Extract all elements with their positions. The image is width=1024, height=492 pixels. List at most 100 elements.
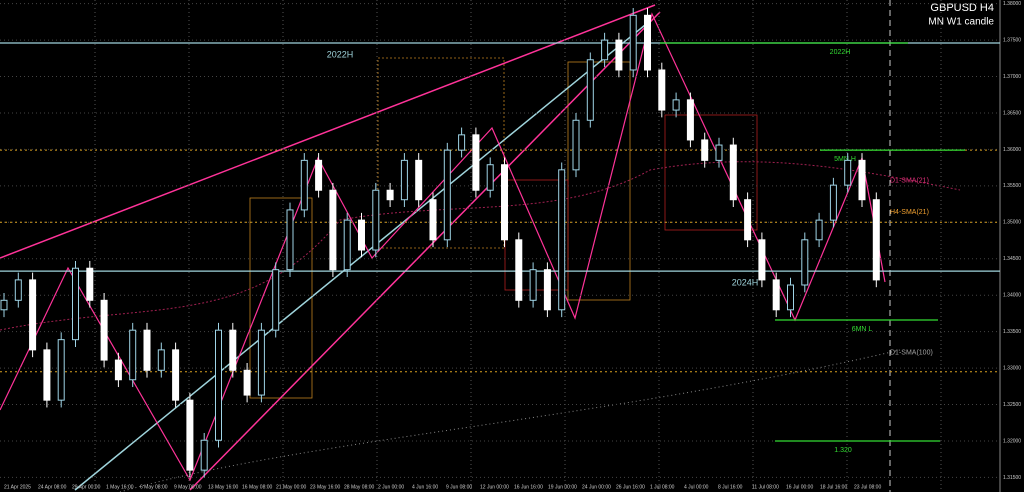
candle-body (772, 279, 780, 311)
candle-body (858, 159, 866, 201)
candle-body (114, 359, 122, 381)
candle-body (0, 299, 8, 311)
x-tick-label: 6 May 08:00 (140, 484, 168, 490)
candle-body (215, 329, 222, 441)
sma-curve (0, 161, 961, 331)
candle-body (486, 164, 494, 191)
x-tick-label: 24 Jun 00:00 (582, 484, 611, 490)
candle-body (801, 239, 809, 286)
level-label: 6MN L (852, 326, 873, 333)
candle-body (400, 159, 408, 201)
candle-body (601, 39, 609, 61)
candle-body (286, 209, 294, 271)
candle-body (529, 269, 537, 301)
indicator-label: H4-SMA(21) (890, 209, 929, 216)
x-tick-label: 28 May 08:00 (344, 484, 375, 490)
candle-body (372, 189, 380, 251)
x-tick-label: 23 Jul 08:00 (854, 484, 881, 490)
candle-body (229, 329, 237, 371)
x-tick-label: 16 Jul 00:00 (786, 484, 813, 490)
level-label: 1.320 (834, 447, 852, 454)
x-tick-label: 9 May 00:00 (174, 484, 202, 490)
level-label: 2022H (830, 49, 851, 56)
candle-body (501, 164, 508, 241)
candle-body (701, 139, 709, 161)
indicator-label: D1-SMA(21) (890, 178, 929, 185)
x-tick-label: 21 Apr 2025 (4, 484, 31, 490)
y-tick-label: 1.32000 (1003, 438, 1021, 444)
candle-body (729, 144, 737, 201)
candle-body (686, 99, 694, 141)
x-tick-label: 16 Jun 16:00 (514, 484, 543, 490)
candle-body (100, 299, 108, 361)
candle-body (787, 284, 794, 311)
chart-title: GBPUSD H4 (930, 2, 994, 14)
y-tick-label: 1.38000 (1003, 1, 1021, 7)
range-box (664, 114, 758, 231)
candle-body (815, 219, 823, 241)
candle-body (429, 199, 437, 241)
chart-subtitle: MN W1 candle (928, 17, 994, 28)
candle-body (257, 329, 265, 396)
candle-body (358, 219, 365, 251)
trendline (0, 4, 656, 259)
candle-body (129, 329, 137, 381)
x-tick-label: 24 Apr 08:00 (38, 484, 67, 490)
candle-body (586, 59, 594, 121)
candle-body (629, 14, 637, 71)
candle-body (829, 184, 837, 221)
y-tick-label: 1.31500 (1003, 475, 1021, 481)
y-tick-label: 1.34000 (1003, 293, 1021, 299)
y-tick-label: 1.37500 (1003, 37, 1021, 43)
trendline (189, 11, 661, 491)
candle-body (72, 267, 79, 341)
candle-body (658, 69, 666, 111)
candle-body (672, 99, 680, 111)
x-tick-label: 4 Jul 00:00 (684, 484, 709, 490)
candle-body (872, 199, 880, 281)
trendline (74, 24, 646, 491)
candle-body (572, 119, 580, 171)
candle-body (29, 279, 37, 351)
x-tick-label: 2 Jun 00:00 (378, 484, 404, 490)
x-tick-label: 8 Jul 16:00 (718, 484, 743, 490)
candle-body (543, 269, 551, 311)
y-tick-label: 1.36000 (1003, 147, 1021, 153)
candle-body (157, 349, 165, 371)
x-tick-label: 12 Jun 00:00 (480, 484, 509, 490)
candle-body (43, 349, 51, 401)
candle-body (315, 159, 323, 191)
candle-body (329, 189, 337, 271)
candle-body (615, 39, 623, 71)
x-tick-label: 1 Jul 08:00 (650, 484, 675, 490)
candle-body (744, 199, 752, 241)
x-tick-label: 1 May 16:00 (106, 484, 134, 490)
zigzag (0, 12, 886, 482)
range-box (567, 61, 631, 301)
x-tick-label: 26 Jun 16:00 (616, 484, 645, 490)
candle-body (844, 159, 852, 186)
candle-body (415, 159, 423, 201)
candle-body (243, 369, 251, 396)
level-label: 5MN H (834, 156, 856, 163)
y-tick-label: 1.33500 (1003, 329, 1021, 335)
x-tick-label: 16 May 08:00 (242, 484, 273, 490)
x-tick-label: 29 Apr 00:00 (72, 484, 101, 490)
candle-body (443, 149, 451, 241)
candle-body (14, 279, 22, 301)
y-tick-label: 1.34500 (1003, 256, 1021, 262)
x-tick-label: 11 Jul 08:00 (752, 484, 779, 490)
y-tick-label: 1.32500 (1003, 402, 1021, 408)
y-tick-label: 1.35500 (1003, 183, 1021, 189)
candle-body (644, 14, 651, 71)
candle-body (300, 159, 308, 211)
y-tick-label: 1.33000 (1003, 365, 1021, 371)
range-box (377, 57, 505, 249)
y-tick-label: 1.35000 (1003, 220, 1021, 226)
candle-body (515, 239, 523, 301)
candle-body (172, 349, 180, 401)
level-label: 2024H (732, 278, 759, 288)
x-tick-label: 23 May 16:00 (310, 484, 341, 490)
